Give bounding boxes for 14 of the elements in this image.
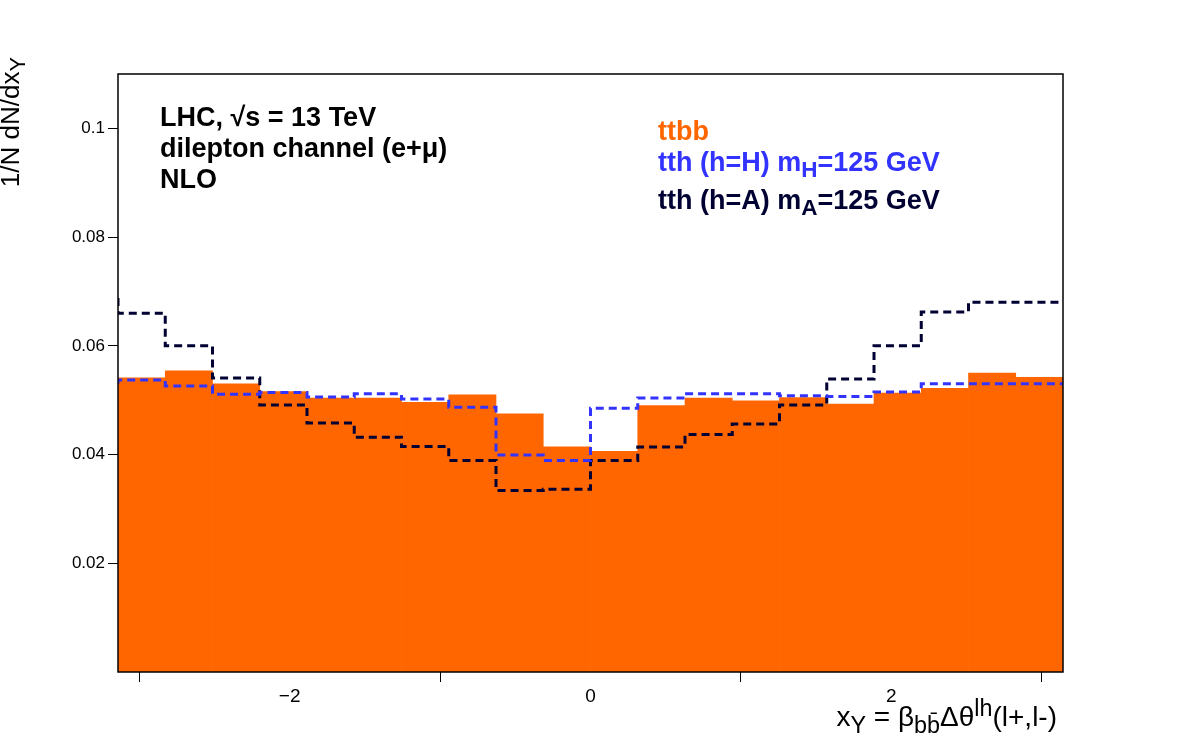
y-tick-label: 0.02 (71, 552, 105, 572)
annotation: dilepton channel (e+μ) (160, 133, 448, 163)
x-tick-label: −2 (278, 684, 301, 706)
x-tick-label: 0 (585, 684, 596, 706)
y-tick-label: 0.06 (71, 335, 105, 355)
annotation: NLO (160, 164, 217, 194)
y-tick-label: 0.1 (81, 118, 105, 138)
text: tth (h=H) m$_{H}$=125 GeV (658, 147, 940, 185)
y-tick-label: 0.04 (71, 444, 105, 464)
y-tick-label: 0.08 (71, 226, 105, 246)
annotation: LHC, √s = 13 TeV (160, 102, 377, 132)
text: tth (h=A) m$_{A}$=125 GeV (658, 185, 940, 223)
x-tick-label: 2 (886, 684, 897, 706)
text: ttbb (658, 116, 710, 147)
